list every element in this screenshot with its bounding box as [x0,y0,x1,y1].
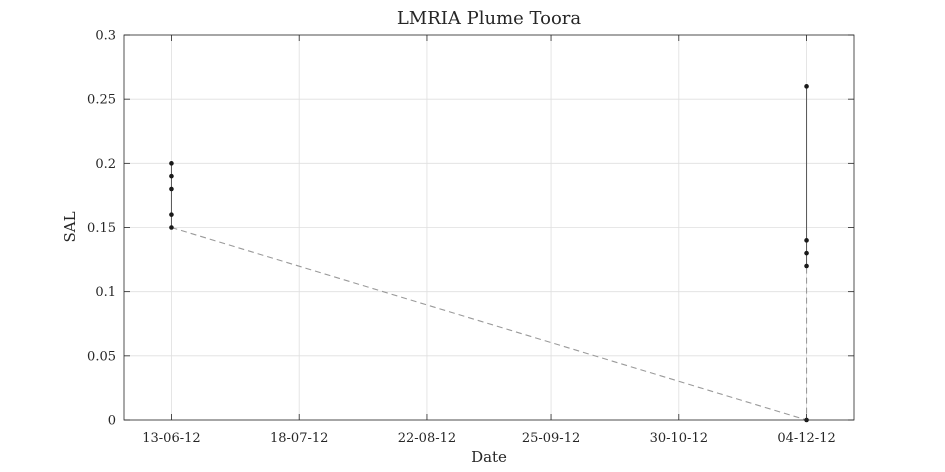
data-point [169,173,174,179]
data-point [169,212,174,217]
y-axis-title: SAL [61,211,79,242]
data-point [169,161,174,166]
y-tick-label: 0.15 [87,221,116,236]
x-axis-title: Date [471,448,507,466]
data-point [169,186,174,192]
y-tick-label: 0.3 [95,29,116,44]
data-point [804,250,809,256]
y-tick-label: 0.2 [95,157,116,172]
x-tick-label: 13-06-12 [142,431,200,446]
x-tick-label: 22-08-12 [398,431,456,446]
y-tick-label: 0 [108,414,116,429]
data-point [804,84,809,89]
x-tick-label: 18-07-12 [270,431,328,446]
grid [124,34,854,421]
x-tick-label: 25-09-12 [522,431,580,446]
dashed-trend-line [171,226,808,421]
data-layer [169,84,809,423]
ticks: 13-06-12 18-07-12 22-08-12 25-09-12 30-10-12… [87,29,854,446]
y-tick-label: 0.05 [87,349,116,364]
chart-title: LMRIA Plume Toora [397,8,582,29]
x-tick-label: 04-12-12 [777,431,835,446]
data-point [169,225,174,230]
y-tick-label: 0.1 [95,285,116,300]
y-tick-label: 0.25 [87,93,116,108]
data-point [804,238,809,243]
data-point [804,263,809,269]
x-tick-label: 30-10-12 [650,431,708,446]
